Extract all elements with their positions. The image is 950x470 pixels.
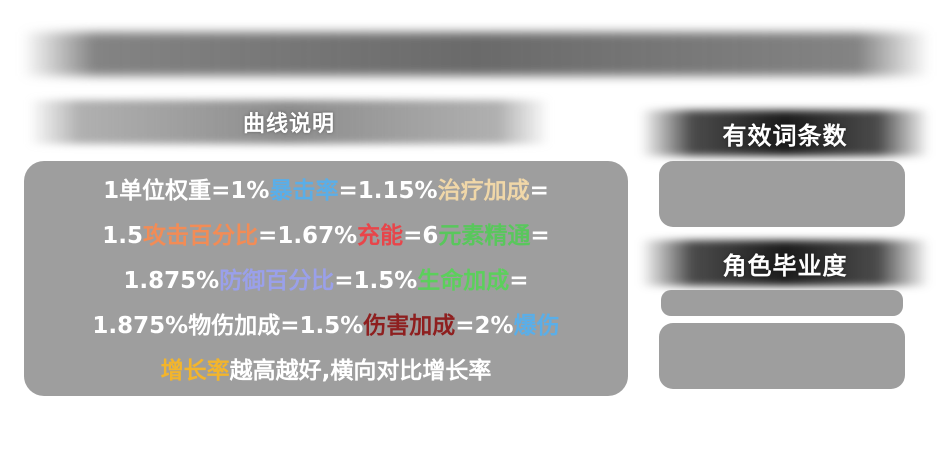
graduation-title: 角色毕业度 bbox=[722, 251, 848, 280]
explanation-segment: 攻击百分比 bbox=[143, 223, 259, 249]
top-banner bbox=[22, 32, 930, 76]
graduation-bar bbox=[661, 290, 903, 316]
explanation-segment: 1单位权重=1% bbox=[103, 178, 270, 204]
explanation-segment: 元素精通 bbox=[438, 223, 531, 249]
explanation-segment: 增长率 bbox=[160, 358, 230, 384]
explanation-segment: 防御百分比 bbox=[219, 268, 335, 294]
explanation-segment: 伤害加成 bbox=[363, 313, 456, 339]
explanation-segment: = bbox=[529, 178, 549, 204]
explanation-line: 1单位权重=1%暴击率=1.15%治疗加成= bbox=[103, 169, 549, 214]
explanation-segment: 越高越好,横向对比增长率 bbox=[229, 358, 492, 384]
explanation-segment: 充能 bbox=[357, 223, 404, 249]
explanation-segment: = bbox=[509, 268, 529, 294]
graduation-panel bbox=[659, 323, 905, 389]
curve-explanation-panel: 1单位权重=1%暴击率=1.15%治疗加成= 1.5攻击百分比=1.67%充能=6… bbox=[24, 161, 628, 396]
explanation-line: 增长率越高越好,横向对比增长率 bbox=[161, 349, 492, 394]
explanation-segment: =6 bbox=[403, 223, 439, 249]
header-background bbox=[640, 240, 930, 286]
explanation-segment: 1.5 bbox=[102, 223, 144, 249]
curve-explanation-title: 曲线说明 bbox=[242, 112, 335, 137]
explanation-segment: 1.875%物伤加成=1.5% bbox=[92, 313, 364, 339]
explanation-segment: 生命加成 bbox=[417, 268, 510, 294]
effective-count-panel bbox=[659, 161, 905, 227]
explanation-segment: 治疗加成 bbox=[437, 178, 530, 204]
explanation-segment: =1.15% bbox=[338, 178, 438, 204]
explanation-segment: = bbox=[530, 223, 550, 249]
explanation-segment: =1.67% bbox=[258, 223, 358, 249]
explanation-line: 1.875%防御百分比=1.5%生命加成= bbox=[123, 259, 528, 304]
explanation-line: 1.875%物伤加成=1.5%伤害加成=2%爆伤 bbox=[92, 304, 559, 349]
effective-count-title: 有效词条数 bbox=[722, 121, 848, 150]
explanation-segment: =2% bbox=[455, 313, 514, 339]
explanation-segment: =1.5% bbox=[334, 268, 418, 294]
explanation-segment: 1.875% bbox=[123, 268, 220, 294]
explanation-segment: 爆伤 bbox=[513, 313, 560, 339]
explanation-segment: 暴击率 bbox=[269, 178, 339, 204]
effective-count-header: 有效词条数 bbox=[640, 110, 930, 156]
header-background bbox=[28, 100, 550, 144]
explanation-line: 1.5攻击百分比=1.67%充能=6元素精通= bbox=[102, 214, 549, 259]
header-background bbox=[640, 110, 930, 156]
graduation-header: 角色毕业度 bbox=[640, 240, 930, 286]
curve-explanation-header: 曲线说明 bbox=[28, 100, 550, 144]
